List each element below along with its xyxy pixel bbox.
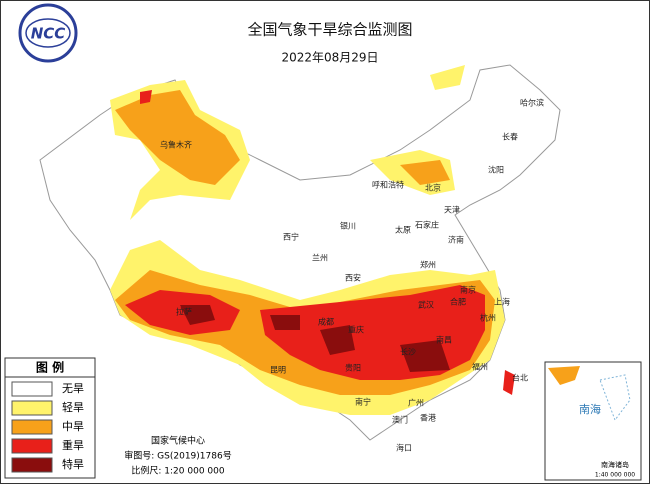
footer-approval: 审图号: GS(2019)1786号 xyxy=(124,450,231,462)
city-label: 长春 xyxy=(502,132,518,142)
city-label: 澳门 xyxy=(392,415,408,425)
legend-swatch xyxy=(11,400,53,416)
inset-map: 南海 南海诸岛 1:40 000 000 xyxy=(544,361,642,481)
city-label: 哈尔滨 xyxy=(520,98,544,108)
legend-label: 中旱 xyxy=(62,420,84,433)
city-label: 杭州 xyxy=(480,313,496,323)
inset-scale: 1:40 000 000 xyxy=(595,472,635,479)
drought-zone xyxy=(270,315,300,330)
city-label: 呼和浩特 xyxy=(372,180,404,190)
city-label: 重庆 xyxy=(348,325,364,335)
map-title: 全国气象干旱综合监测图 xyxy=(247,21,412,39)
drought-zone xyxy=(503,370,515,395)
legend-title: 图 例 xyxy=(36,360,64,375)
city-label: 拉萨 xyxy=(176,307,192,317)
inset-land xyxy=(548,366,580,385)
city-label: 乌鲁木齐 xyxy=(160,140,192,150)
legend-label: 特旱 xyxy=(62,457,84,471)
drought-zone xyxy=(140,90,152,104)
drought-zone xyxy=(115,90,240,185)
drought-zone xyxy=(125,290,240,335)
city-label: 济南 xyxy=(448,235,464,245)
city-label: 台北 xyxy=(512,373,528,383)
drought-zone xyxy=(400,340,450,372)
city-label: 西安 xyxy=(345,273,361,283)
city-label: 沈阳 xyxy=(488,165,504,175)
city-label: 海口 xyxy=(396,443,412,453)
city-label: 贵阳 xyxy=(345,363,361,373)
city-label: 南昌 xyxy=(436,335,452,345)
city-label: 长沙 xyxy=(400,347,416,357)
legend-swatch xyxy=(11,381,53,397)
logo-text: NCC xyxy=(31,25,66,43)
city-label: 兰州 xyxy=(312,253,328,263)
city-label: 昆明 xyxy=(270,366,286,375)
city-label: 合肥 xyxy=(450,297,466,307)
city-label: 香港 xyxy=(420,413,436,423)
legend-swatch xyxy=(11,419,53,435)
footer-scale: 比例尺: 1:20 000 000 xyxy=(131,465,224,477)
legend-label: 重旱 xyxy=(62,438,84,452)
logo: NCC xyxy=(18,3,78,63)
city-label: 石家庄 xyxy=(415,220,439,230)
city-label: 福州 xyxy=(472,363,488,372)
city-label: 上海 xyxy=(494,297,510,307)
inset-caption: 南海诸岛 xyxy=(601,460,629,469)
map-date: 2022年08月29日 xyxy=(281,51,378,65)
city-label: 武汉 xyxy=(418,300,434,310)
footer-agency: 国家气候中心 xyxy=(151,435,205,447)
legend-label: 轻旱 xyxy=(62,400,84,414)
city-labels: 哈尔滨 长春 沈阳 北京 天津 呼和浩特 乌鲁木齐 拉萨 西宁 兰州 银川 太原… xyxy=(160,98,544,453)
legend-swatch xyxy=(11,438,53,454)
legend-label: 无旱 xyxy=(62,382,84,395)
drought-zone xyxy=(180,305,215,325)
city-label: 广州 xyxy=(408,398,424,408)
inset-boundary xyxy=(599,374,631,422)
drought-zone xyxy=(400,160,450,185)
inset-label: 南海 xyxy=(579,402,601,416)
city-label: 西宁 xyxy=(283,232,299,242)
city-label: 北京 xyxy=(425,183,441,193)
city-label: 成都 xyxy=(318,317,334,327)
city-label: 郑州 xyxy=(420,260,436,270)
city-label: 天津 xyxy=(444,205,460,215)
city-label: 南京 xyxy=(460,285,476,295)
city-label: 银川 xyxy=(340,221,356,231)
drought-zone xyxy=(430,65,465,90)
legend-swatch xyxy=(11,457,53,473)
city-label: 南宁 xyxy=(355,397,371,407)
drought-zone xyxy=(320,325,355,355)
city-label: 太原 xyxy=(395,225,411,235)
